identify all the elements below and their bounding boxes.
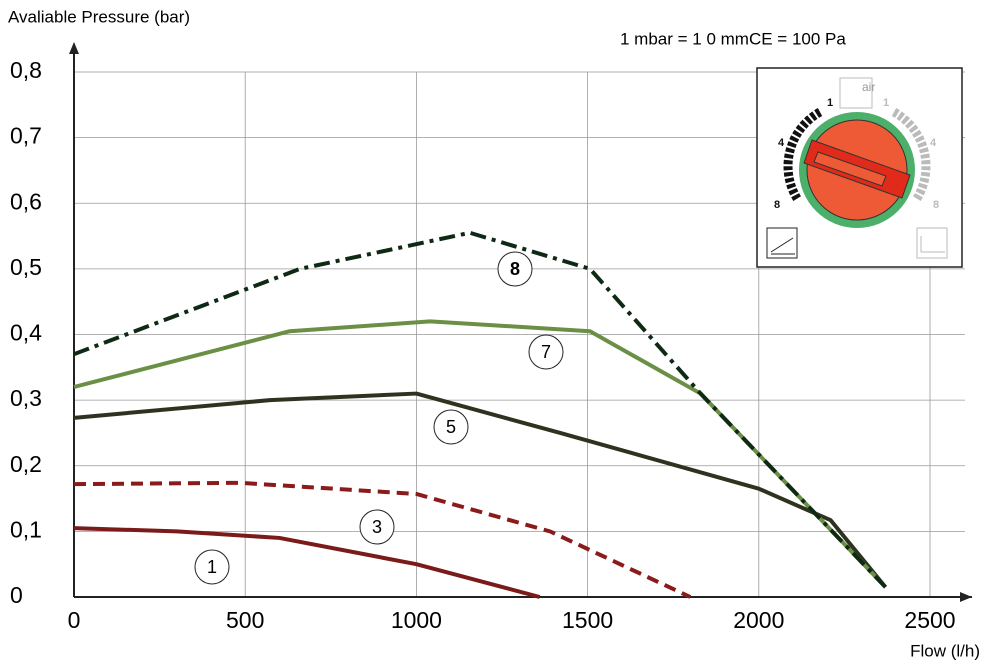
x-tick-label: 2500 [904, 607, 955, 633]
x-tick-label: 500 [226, 607, 264, 633]
x-tick-label: 0 [68, 607, 81, 633]
curve-label: 8 [510, 259, 520, 279]
inset-label: 4 [930, 137, 937, 149]
curve [73, 526, 541, 599]
curve-label: 5 [446, 417, 456, 437]
y-tick-label: 0,7 [10, 123, 42, 149]
curve-label: 3 [372, 517, 382, 537]
curve-label: 1 [207, 557, 217, 577]
curve-label: 7 [541, 342, 551, 362]
y-tick-label: 0,2 [10, 451, 42, 477]
y-axis-label: Avaliable Pressure (bar) [8, 7, 190, 26]
curve-label-circle [433, 409, 469, 445]
inset-label: 4 [778, 137, 785, 149]
curve [73, 230, 887, 589]
inset: 1 4 8 1 4 8 air [756, 67, 963, 268]
curve [73, 480, 692, 599]
curve-label-circle [497, 251, 533, 287]
curve-label-circle [359, 509, 395, 545]
y-tick-label: 0,4 [10, 320, 42, 346]
y-tick-label: 0 [10, 582, 23, 608]
curve-label-circle [194, 549, 230, 585]
x-tick-label: 1000 [391, 607, 442, 633]
x-axis-label: Flow (l/h) [910, 641, 980, 660]
y-tick-label: 0,8 [10, 57, 42, 83]
curve [73, 391, 888, 589]
y-tick-label: 0,3 [10, 385, 42, 411]
x-arrow [960, 592, 972, 602]
inset-icon: air [862, 80, 875, 94]
curve-label-circle [528, 334, 564, 370]
inset-label: 1 [883, 97, 889, 109]
curve [73, 319, 887, 589]
annotation: 1 mbar = 1 0 mmCE = 100 Pa [620, 29, 846, 48]
inset-label: 8 [774, 199, 780, 211]
y-tick-label: 0,5 [10, 254, 42, 280]
inset-label: 8 [933, 199, 939, 211]
y-arrow [69, 42, 79, 54]
x-tick-label: 1500 [562, 607, 613, 633]
inset-label: 1 [827, 97, 833, 109]
y-tick-label: 0,1 [10, 516, 42, 542]
x-tick-label: 2000 [733, 607, 784, 633]
y-tick-label: 0,6 [10, 188, 42, 214]
